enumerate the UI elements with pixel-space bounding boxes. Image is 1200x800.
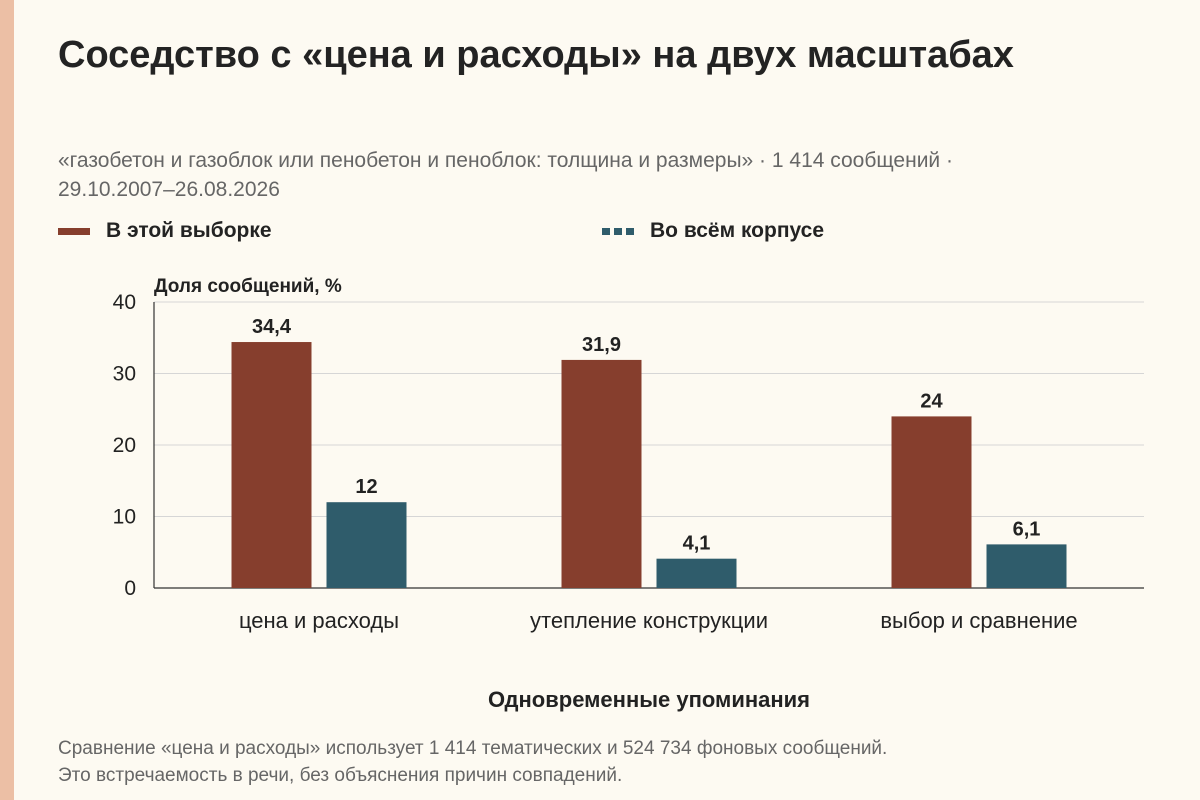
y-axis-label: Доля сообщений, % bbox=[154, 276, 342, 297]
x-axis-label: Одновременные упоминания bbox=[488, 687, 810, 712]
bar-sample bbox=[891, 416, 972, 588]
footnote: Сравнение «цена и расходы» использует 1 … bbox=[58, 735, 1158, 789]
data-label: 34,4 bbox=[252, 316, 292, 338]
bar-sample bbox=[561, 359, 642, 588]
data-label: 24 bbox=[920, 390, 943, 412]
footnote-line-1: Сравнение «цена и расходы» использует 1 … bbox=[58, 738, 888, 759]
bar-corpus bbox=[986, 544, 1067, 588]
y-tick-label: 20 bbox=[113, 434, 136, 457]
x-tick-label: выбор и сравнение bbox=[880, 608, 1077, 633]
data-label: 12 bbox=[355, 476, 377, 498]
legend-swatch-corpus bbox=[602, 227, 634, 235]
x-tick-label: цена и расходы bbox=[239, 608, 399, 633]
accent-bar bbox=[0, 0, 14, 800]
legend-item-sample: В этой выборке bbox=[58, 219, 272, 243]
y-tick-label: 0 bbox=[124, 577, 136, 600]
bar-corpus bbox=[326, 502, 407, 588]
data-label: 31,9 bbox=[582, 334, 621, 356]
y-tick-label: 40 bbox=[113, 291, 136, 314]
legend-item-corpus: Во всём корпусе bbox=[602, 219, 824, 243]
data-label: 4,1 bbox=[683, 533, 711, 555]
y-tick-label: 10 bbox=[113, 506, 136, 529]
bar-corpus bbox=[656, 558, 737, 588]
legend-label-corpus: Во всём корпусе bbox=[650, 219, 825, 242]
y-tick-label: 30 bbox=[113, 363, 136, 386]
chart-subtitle: «газобетон и газоблок или пенобетон и пе… bbox=[58, 149, 953, 201]
footnote-line-2: Это встречаемость в речи, без объяснения… bbox=[58, 765, 623, 786]
bar-sample bbox=[231, 342, 312, 588]
legend-label-sample: В этой выборке bbox=[106, 219, 272, 242]
chart-title: Соседство с «цена и расходы» на двух мас… bbox=[58, 34, 1014, 76]
x-tick-label: утепление конструкции bbox=[530, 608, 768, 633]
legend-swatch-sample bbox=[58, 227, 90, 235]
data-label: 6,1 bbox=[1013, 518, 1041, 540]
